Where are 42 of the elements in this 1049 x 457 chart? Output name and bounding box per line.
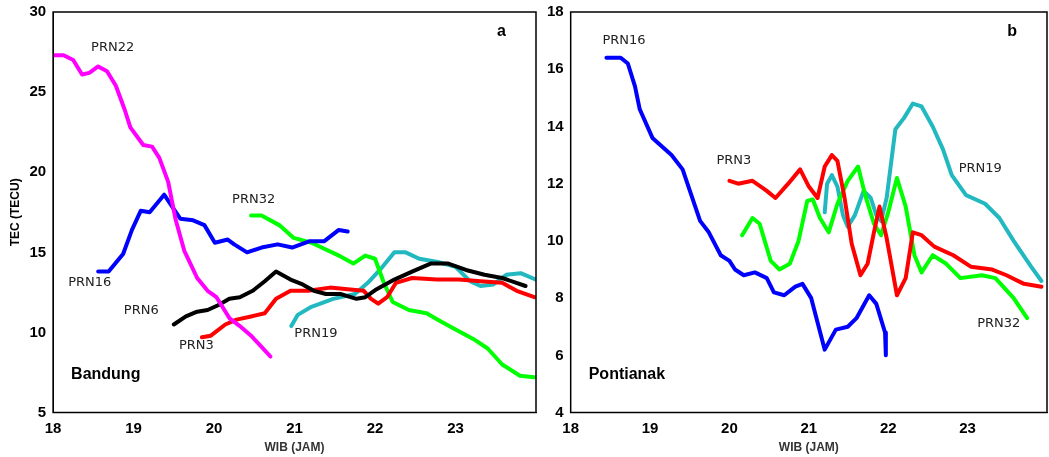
y-tick-label: 25	[29, 82, 47, 100]
x-tick-label: 21	[286, 418, 303, 436]
y-tick-label: 20	[29, 162, 47, 180]
series-label: PRN32	[232, 190, 276, 206]
y-axis-title: TEC (TECU)	[7, 178, 22, 247]
annotation: Pontianak	[588, 365, 666, 383]
x-tick-label: 18	[44, 418, 62, 436]
x-tick-label: 22	[879, 418, 897, 436]
x-axis-title: WIB (JAM)	[264, 440, 325, 455]
y-tick-label: 10	[29, 322, 47, 340]
y-tick-label: 16	[547, 59, 564, 77]
x-tick-label: 20	[721, 418, 738, 436]
x-tick-label: 21	[800, 418, 818, 436]
annotation: Bandung	[71, 365, 141, 383]
x-tick-label: 19	[641, 418, 659, 436]
y-tick-label: 14	[547, 116, 565, 134]
series-label: PRN3	[178, 336, 214, 352]
y-tick-label: 6	[555, 345, 564, 363]
x-tick-label: 20	[205, 418, 223, 436]
y-tick-label: 8	[555, 288, 564, 306]
y-tick-label: 15	[29, 242, 47, 260]
y-tick-label: 10	[547, 231, 564, 249]
series-label: PRN32	[977, 314, 1021, 330]
series-label: PRN16	[68, 273, 112, 289]
series-label: PRN22	[91, 38, 135, 54]
x-axis-title: WIB (JAM)	[778, 440, 839, 455]
annotation: b	[1007, 22, 1018, 40]
series-label: PRN6	[123, 301, 159, 317]
y-tick-label: 5	[37, 402, 47, 420]
annotation: a	[497, 22, 507, 40]
x-tick-label: 22	[366, 418, 384, 436]
series-label: PRN16	[602, 32, 646, 48]
series-label: PRN19	[294, 325, 338, 341]
series-label: PRN3	[716, 152, 752, 168]
y-tick-label: 30	[29, 2, 47, 20]
x-tick-label: 23	[447, 418, 464, 436]
y-tick-label: 12	[547, 173, 564, 191]
y-tick-label: 18	[547, 2, 564, 20]
x-tick-label: 23	[959, 418, 976, 436]
series-label: PRN19	[958, 160, 1002, 176]
y-tick-label: 4	[555, 402, 565, 420]
x-tick-label: 19	[125, 418, 142, 436]
